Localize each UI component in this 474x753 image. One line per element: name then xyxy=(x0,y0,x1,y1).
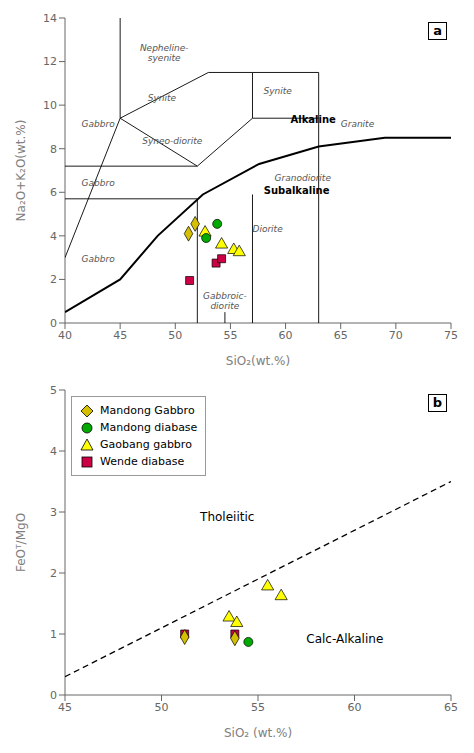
html-text:Mandong diabase: Mandong diabase xyxy=(100,421,198,434)
svg-text:4: 4 xyxy=(50,445,57,458)
svg-text:Diorite: Diorite xyxy=(252,224,283,234)
svg-text:FeOᵀ/MgO: FeOᵀ/MgO xyxy=(14,513,28,572)
svg-text:Nepheline-syenite: Nepheline-syenite xyxy=(140,43,189,63)
svg-text:Gabbroic-diorite: Gabbroic-diorite xyxy=(203,291,247,311)
svg-text:10: 10 xyxy=(43,99,57,112)
html-text:Gaobang gabbro: Gaobang gabbro xyxy=(100,438,192,451)
svg-text:65: 65 xyxy=(444,701,458,714)
svg-text:60: 60 xyxy=(348,701,362,714)
svg-text:14: 14 xyxy=(43,12,57,25)
svg-text:Granite: Granite xyxy=(341,119,375,129)
svg-text:40: 40 xyxy=(58,329,72,342)
svg-text:Gabbro: Gabbro xyxy=(82,178,116,188)
svg-text:Synite: Synite xyxy=(148,93,177,103)
svg-text:1: 1 xyxy=(50,628,57,641)
svg-text:Tholeiitic: Tholeiitic xyxy=(199,510,254,524)
svg-text:55: 55 xyxy=(251,701,265,714)
svg-text:45: 45 xyxy=(58,701,72,714)
html-text:Wende diabase: Wende diabase xyxy=(100,455,185,468)
svg-text:Gabbro: Gabbro xyxy=(82,254,116,264)
svg-text:Na₂O+K₂O(wt.%): Na₂O+K₂O(wt.%) xyxy=(14,120,28,222)
svg-text:2: 2 xyxy=(50,273,57,286)
svg-text:Calc-Alkaline: Calc-Alkaline xyxy=(306,632,383,646)
svg-text:Granodiorite: Granodiorite xyxy=(275,173,332,183)
svg-text:Gabbro: Gabbro xyxy=(82,119,116,129)
svg-text:8: 8 xyxy=(50,143,57,156)
svg-text:0: 0 xyxy=(50,689,57,702)
svg-text:60: 60 xyxy=(279,329,293,342)
svg-text:Alkaline: Alkaline xyxy=(290,114,336,125)
svg-text:4: 4 xyxy=(50,230,57,243)
svg-text:Subalkaline: Subalkaline xyxy=(264,185,330,196)
svg-text:50: 50 xyxy=(155,701,169,714)
svg-text:65: 65 xyxy=(334,329,348,342)
svg-text:5: 5 xyxy=(50,384,57,397)
svg-text:Syneo-diorite: Syneo-diorite xyxy=(142,136,202,146)
svg-text:50: 50 xyxy=(168,329,182,342)
html-text:a: a xyxy=(433,23,442,38)
svg-text:SiO₂ (wt.%): SiO₂ (wt.%) xyxy=(224,726,292,740)
svg-text:55: 55 xyxy=(223,329,237,342)
svg-text:SiO₂(wt.%): SiO₂(wt.%) xyxy=(226,354,290,368)
svg-text:0: 0 xyxy=(50,317,57,330)
svg-text:70: 70 xyxy=(389,329,403,342)
svg-text:75: 75 xyxy=(444,329,458,342)
svg-text:Synite: Synite xyxy=(264,86,293,96)
html-text:b: b xyxy=(432,395,442,410)
html-text:Mandong Gabbro: Mandong Gabbro xyxy=(100,404,195,417)
svg-text:12: 12 xyxy=(43,55,57,68)
svg-text:45: 45 xyxy=(113,329,127,342)
svg-text:2: 2 xyxy=(50,567,57,580)
svg-text:6: 6 xyxy=(50,186,57,199)
svg-text:3: 3 xyxy=(50,506,57,519)
